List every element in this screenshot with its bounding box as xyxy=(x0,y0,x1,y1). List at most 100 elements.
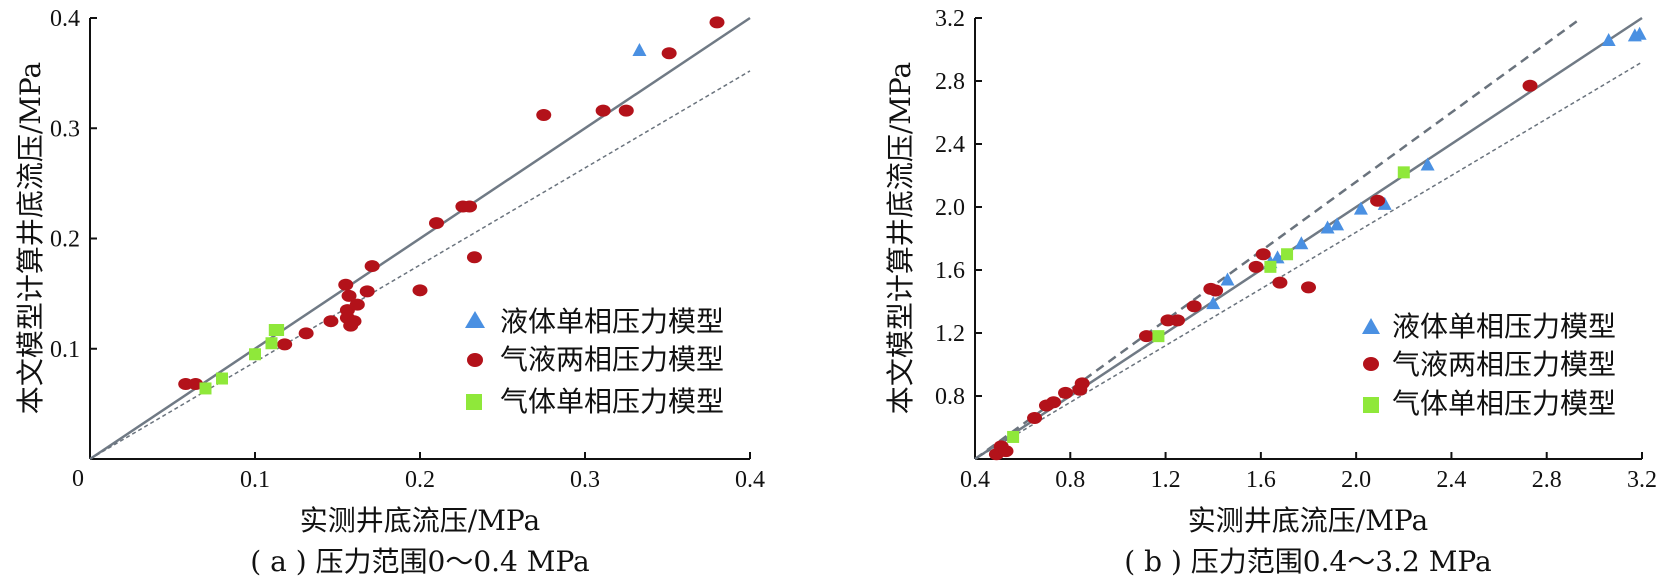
ellipse-point xyxy=(1272,276,1288,289)
ellipse-point xyxy=(462,200,477,213)
ellipse-point xyxy=(1255,248,1271,261)
triangle-point xyxy=(1353,201,1368,215)
triangle-point xyxy=(1294,236,1309,250)
y-tick-label: 1.6 xyxy=(935,258,965,284)
x-tick-label: 0.4 xyxy=(735,467,765,493)
ellipse-point xyxy=(341,289,357,302)
panel-a-y-label: 本文模型计算井底流压/MPa xyxy=(14,62,47,414)
y-tick-label: 2.8 xyxy=(935,69,965,95)
panel-b-y-label: 本文模型计算井底流压/MPa xyxy=(884,62,917,414)
triangle-point xyxy=(1330,217,1345,231)
ellipse-point xyxy=(1046,396,1062,409)
panel-b-legend: 液体单相压力模型 气液两相压力模型 气体单相压力模型 xyxy=(1362,310,1616,420)
ellipse-point xyxy=(298,327,314,340)
ellipse-point xyxy=(277,338,293,351)
triangle-point xyxy=(1420,157,1435,171)
square-point xyxy=(1152,330,1165,343)
square-point xyxy=(265,337,278,350)
legend-b-ellipse-marker xyxy=(1363,357,1379,371)
y-tick-label: 0.4 xyxy=(50,6,80,32)
ellipse-point xyxy=(998,445,1014,458)
ellipse-point xyxy=(661,47,677,60)
ellipse-point xyxy=(1301,281,1316,294)
legend-b-square-marker xyxy=(1363,397,1379,413)
legend-b-triangle-marker xyxy=(1362,318,1380,334)
legend-a-gas-label: 气体单相压力模型 xyxy=(500,385,724,418)
legend-b-liquid-label: 液体单相压力模型 xyxy=(1392,310,1616,343)
ellipse-point xyxy=(1370,194,1386,207)
panel-b-caption: ( b ) 压力范围0.4～3.2 MPa xyxy=(1124,545,1491,578)
panel-b-points xyxy=(988,26,1647,461)
x-tick-label: 0.4 xyxy=(960,467,990,493)
ellipse-point xyxy=(1248,260,1264,273)
triangle-point xyxy=(1206,296,1221,310)
ellipse-point xyxy=(618,104,634,117)
ellipse-point xyxy=(1522,79,1538,92)
triangle-point xyxy=(1632,26,1647,40)
panel-a: 0 0.1 0.2 0.3 0.4 0.1 0.2 0.3 0.4 液体单相压力模型 气液两相… xyxy=(14,6,765,578)
ellipse-point xyxy=(1208,284,1224,297)
y-tick-label: 0.2 xyxy=(50,227,80,253)
square-point xyxy=(1281,248,1294,261)
triangle-point xyxy=(1270,250,1285,264)
panel-b: 0.4 0.8 1.2 1.6 2.0 2.4 2.8 3.2 0.8 1.2 1.6 2.0 2.4 2… xyxy=(884,6,1657,578)
legend-a-liquid-label: 液体单相压力模型 xyxy=(500,305,724,338)
legend-a-square-marker xyxy=(466,394,482,410)
square-point xyxy=(199,382,212,395)
panel-a-legend: 液体单相压力模型 气液两相压力模型 气体单相压力模型 xyxy=(465,305,724,418)
square-point xyxy=(1264,260,1277,273)
legend-b-gas-label: 气体单相压力模型 xyxy=(1392,387,1616,420)
square-point xyxy=(249,348,261,361)
ellipse-point xyxy=(1058,386,1074,399)
ellipse-point xyxy=(709,16,725,29)
x-tick-label: 1.2 xyxy=(1151,467,1181,493)
x-tick-label: 2.4 xyxy=(1436,467,1466,493)
y-tick-label: 3.2 xyxy=(935,6,965,32)
ellipse-point xyxy=(349,298,365,311)
ellipse-point xyxy=(466,251,482,264)
ellipse-point xyxy=(1074,377,1090,390)
panel-a-caption: ( a ) 压力范围0～0.4 MPa xyxy=(250,545,589,578)
x-tick-label: 1.6 xyxy=(1246,467,1276,493)
triangle-point xyxy=(1601,33,1616,47)
ellipse-point xyxy=(359,285,375,298)
y-tick-label: 2.0 xyxy=(935,195,965,221)
triangle-point xyxy=(632,42,647,56)
panel-a-origin-label: 0 xyxy=(72,466,84,492)
panel-a-points xyxy=(178,16,725,395)
panel-a-x-label: 实测井底流压/MPa xyxy=(300,504,540,537)
ellipse-point xyxy=(429,217,444,230)
x-tick-label: 2.8 xyxy=(1532,467,1562,493)
square-point xyxy=(1397,166,1410,179)
ellipse-point xyxy=(1169,314,1185,327)
ellipse-point xyxy=(338,278,354,291)
y-tick-label: 0.1 xyxy=(50,337,80,363)
legend-a-ellipse-marker xyxy=(467,353,483,367)
square-point xyxy=(216,372,228,385)
ellipse-point xyxy=(536,109,552,122)
panel-b-ticks: 0.4 0.8 1.2 1.6 2.0 2.4 2.8 3.2 0.8 1.2 1.6 2.0 2.4 2… xyxy=(935,6,1657,493)
ellipse-point xyxy=(188,378,204,391)
ellipse-point xyxy=(364,260,380,273)
ellipse-point xyxy=(1186,300,1202,313)
panel-b-x-label: 实测井底流压/MPa xyxy=(1188,504,1428,537)
x-tick-label: 0.3 xyxy=(570,467,600,493)
y-tick-label: 1.2 xyxy=(935,321,965,347)
legend-a-gasliquid-label: 气液两相压力模型 xyxy=(500,343,724,376)
triangle-point xyxy=(1377,196,1392,210)
x-tick-label: 0.2 xyxy=(405,467,435,493)
legend-a-triangle-marker xyxy=(465,311,485,328)
y-tick-label: 0.3 xyxy=(50,116,80,142)
panel-a-ticks: 0.1 0.2 0.3 0.4 0.1 0.2 0.3 0.4 xyxy=(50,6,765,493)
triangle-point xyxy=(1220,272,1235,286)
x-tick-label: 0.1 xyxy=(240,467,270,493)
ellipse-point xyxy=(1139,330,1155,343)
ellipse-point xyxy=(595,104,611,117)
ellipse-point xyxy=(346,315,362,328)
square-point xyxy=(1007,430,1020,443)
x-tick-label: 0.8 xyxy=(1055,467,1085,493)
y-tick-label: 2.4 xyxy=(935,132,965,158)
x-tick-label: 2.0 xyxy=(1341,467,1371,493)
y-tick-label: 0.8 xyxy=(935,384,965,410)
